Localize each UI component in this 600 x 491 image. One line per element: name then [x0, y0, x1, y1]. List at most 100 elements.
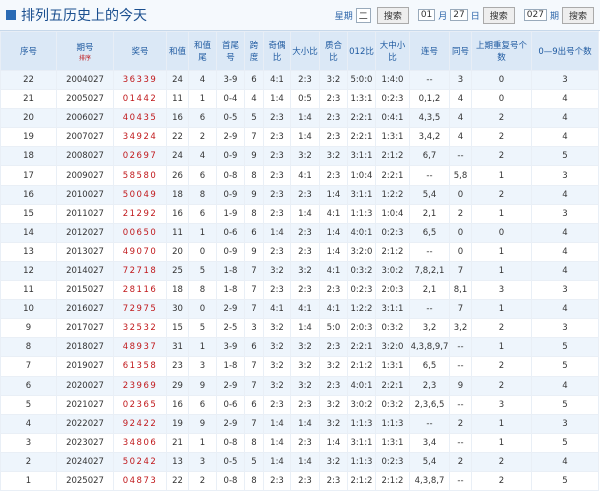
column-header: 首尾号: [216, 31, 245, 71]
table-cell: 5: [531, 356, 599, 377]
prize-number: 92422: [113, 413, 167, 434]
table-cell: 2:3: [319, 89, 348, 110]
table-cell: 0-5: [216, 108, 245, 129]
prize-number: 00650: [113, 222, 167, 243]
column-label: 奇偶比: [268, 41, 286, 63]
prize-number: 34924: [113, 127, 167, 148]
table-cell: 2006027: [56, 108, 114, 129]
column-label: 质合比: [324, 41, 342, 63]
search-button[interactable]: 搜索: [482, 6, 515, 24]
table-cell: 3:2: [263, 337, 291, 358]
table-cell: 2015027: [56, 280, 114, 301]
table-cell: 2-9: [216, 127, 245, 148]
column-header: 大中小比: [375, 31, 410, 71]
search-button[interactable]: 搜索: [376, 6, 409, 24]
table-cell: 0:3:2: [375, 394, 410, 415]
table-cell: 9: [188, 413, 217, 434]
weekday-select[interactable]: 二: [355, 7, 371, 23]
table-cell: 2:3: [319, 280, 348, 301]
table-cell: 2023027: [56, 432, 114, 453]
table-cell: 2: [449, 451, 472, 472]
table-cell: 26: [166, 165, 189, 186]
table-cell: 2:0:3: [375, 280, 410, 301]
table-cell: 1:4: [290, 108, 320, 129]
table-cell: 1:2:2: [375, 184, 410, 205]
table-cell: 6: [188, 108, 217, 129]
table-cell: 0: [471, 69, 532, 91]
table-cell: 4: [244, 89, 264, 110]
table-cell: 1: [0, 470, 57, 491]
table-cell: 2:1:2: [347, 356, 376, 377]
table-cell: 2:1:2: [375, 241, 410, 262]
table-cell: 2:3: [290, 280, 320, 301]
table-cell: 20: [0, 108, 57, 129]
prize-number: 04873: [113, 470, 167, 491]
table-cell: 1:1:3: [347, 451, 376, 472]
table-row: 16 2010027 50049 18 8 0-9 9 2:3 2:3 1:4 3:1:1 1:2:2…: [0, 184, 599, 205]
table-cell: 7: [244, 280, 264, 301]
table-cell: 3:2: [263, 318, 291, 339]
table-row: 5 2021027 02365 16 6 0-6 6 2:3 2:3 3:2 3:0:2 0:3:2 2…: [0, 394, 599, 415]
table-cell: 3:1:1: [375, 299, 410, 320]
table-cell: 2:3: [290, 470, 320, 491]
table-cell: 3:2: [319, 69, 348, 91]
table-cell: 4: [531, 108, 599, 129]
table-cell: --: [449, 146, 472, 167]
search-button[interactable]: 搜索: [561, 6, 594, 24]
table-cell: 6: [244, 69, 264, 91]
table-cell: 5: [188, 260, 217, 282]
sort-button[interactable]: 排序: [78, 54, 91, 62]
table-cell: 1:4: [290, 318, 320, 339]
table-cell: 5:0:0: [347, 69, 376, 91]
table-cell: 6: [244, 222, 264, 243]
table-cell: 0: [188, 299, 217, 320]
table-cell: 3:2: [319, 451, 348, 472]
table-cell: 2:2:1: [347, 127, 376, 148]
table-cell: 5,8: [449, 165, 472, 186]
table-cell: --: [449, 470, 472, 491]
table-cell: 4: [531, 451, 599, 472]
table-cell: 16: [0, 184, 57, 205]
column-header: 序号: [0, 31, 57, 71]
table-cell: 2:3: [290, 432, 320, 453]
table-cell: 2:3: [263, 203, 291, 224]
table-cell: 1:4: [263, 451, 291, 472]
month-select[interactable]: 01: [417, 9, 436, 21]
table-cell: 0-9: [216, 241, 245, 262]
table-cell: 0: [188, 241, 217, 262]
table-cell: 23: [166, 356, 189, 377]
column-header: 质合比: [319, 31, 348, 71]
column-label: 同号: [451, 47, 469, 57]
table-cell: 4: [449, 89, 472, 110]
history-table: 序号 期号 排序 奖号 和值 和值尾 首尾号 跨度 奇偶比 大小比 质合比 012比 大中小比 连号 同号上…: [0, 31, 599, 491]
table-cell: 11: [0, 280, 57, 301]
table-cell: 0-5: [216, 451, 245, 472]
table-row: 15 2011027 21292 16 6 1-9 8 2:3 1:4 4:1 1:1:3 1:0:4…: [0, 203, 599, 224]
table-cell: 2014027: [56, 260, 114, 282]
table-cell: 3: [531, 318, 599, 339]
table-cell: 1:2:2: [347, 299, 376, 320]
table-cell: 2:3: [319, 470, 348, 491]
table-cell: 3:2: [319, 394, 348, 415]
table-cell: 3,2: [409, 318, 450, 339]
table-cell: 4:1: [319, 203, 348, 224]
table-cell: 24: [166, 146, 189, 167]
table-row: 20 2006027 40435 16 6 0-5 5 2:3 1:4 2:3 2:2:1 0:4:1…: [0, 108, 599, 129]
table-cell: 2: [471, 108, 532, 129]
table-cell: 2:3: [290, 241, 320, 262]
table-cell: 3: [0, 432, 57, 453]
table-row: 6 2020027 23969 29 9 2-9 7 3:2 3:2 2:3 4:0:1 2:2:1 2…: [0, 375, 599, 396]
table-cell: 4: [449, 127, 472, 148]
table-cell: 6: [0, 375, 57, 396]
issue-input[interactable]: 027: [523, 9, 547, 21]
table-cell: 22: [166, 127, 189, 148]
table-cell: 9: [244, 184, 264, 205]
table-cell: 25: [166, 260, 189, 282]
day-select[interactable]: 27: [450, 9, 468, 21]
table-cell: 14: [0, 222, 57, 243]
table-cell: 2022027: [56, 413, 114, 434]
table-cell: 1:1:3: [375, 413, 410, 434]
table-cell: 3:1:1: [347, 146, 376, 167]
table-cell: 31: [166, 337, 189, 358]
table-cell: 3:2: [290, 375, 320, 396]
